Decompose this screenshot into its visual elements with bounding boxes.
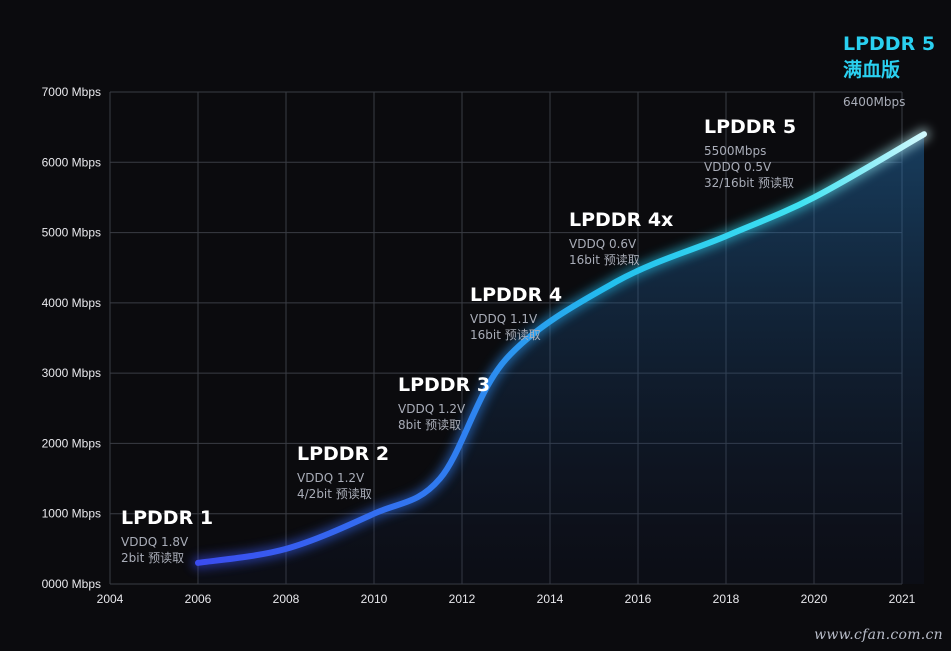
annotation-detail: VDDQ 0.5V <box>704 160 772 174</box>
y-tick-label: 0000 Mbps <box>42 577 101 591</box>
annotation-detail: 4/2bit 预读取 <box>297 487 372 501</box>
y-tick-label: 2000 Mbps <box>42 436 101 450</box>
annotation-title: LPDDR 5 <box>843 33 935 55</box>
annotation-title: LPDDR 2 <box>297 443 389 465</box>
annotation-title: LPDDR 1 <box>121 507 213 529</box>
y-tick-label: 5000 Mbps <box>42 226 101 240</box>
x-tick-label: 2020 <box>801 592 828 606</box>
area-fill <box>198 134 924 584</box>
annotation-detail: 8bit 预读取 <box>398 418 461 432</box>
annotation-lpddr-2: LPDDR 2 VDDQ 1.2V 4/2bit 预读取 <box>297 443 389 501</box>
x-tick-label: 2016 <box>625 592 652 606</box>
x-tick-label: 2014 <box>537 592 564 606</box>
annotation-detail: VDDQ 0.6V <box>569 237 637 251</box>
x-tick-label: 2004 <box>97 592 124 606</box>
annotation-detail: 5500Mbps <box>704 144 766 158</box>
annotation-lpddr-1: LPDDR 1 VDDQ 1.8V 2bit 预读取 <box>121 507 213 565</box>
x-tick-label: 2012 <box>449 592 476 606</box>
annotation-detail: VDDQ 1.2V <box>297 471 365 485</box>
x-tick-label: 2008 <box>273 592 300 606</box>
annotation-subtitle: 满血版 <box>843 58 900 81</box>
annotation-detail: VDDQ 1.1V <box>470 312 538 326</box>
annotation-title: LPDDR 3 <box>398 374 490 396</box>
x-tick-label: 2010 <box>361 592 388 606</box>
y-axis-labels: 0000 Mbps 1000 Mbps 2000 Mbps 3000 Mbps 4000… <box>42 85 101 591</box>
annotation-lpddr-3: LPDDR 3 VDDQ 1.2V 8bit 预读取 <box>398 374 490 432</box>
annotation-lpddr-5: LPDDR 5 5500Mbps VDDQ 0.5V 32/16bit 预读取 <box>704 116 796 190</box>
annotation-detail: 16bit 预读取 <box>569 253 640 267</box>
annotation-detail: 16bit 预读取 <box>470 328 541 342</box>
annotation-title: LPDDR 4 <box>470 284 562 306</box>
y-tick-label: 1000 Mbps <box>42 507 101 521</box>
annotation-detail: 2bit 预读取 <box>121 551 184 565</box>
annotation-detail: 32/16bit 预读取 <box>704 176 794 190</box>
generation-annotations: LPDDR 1 VDDQ 1.8V 2bit 预读取 LPDDR 2 VDDQ 1.2V… <box>121 33 935 565</box>
x-tick-label: 2021 <box>889 592 916 606</box>
annotation-lpddr-4: LPDDR 4 VDDQ 1.1V 16bit 预读取 <box>470 284 562 342</box>
annotation-title: LPDDR 4x <box>569 209 673 231</box>
x-tick-label: 2018 <box>713 592 740 606</box>
annotation-lpddr-4x: LPDDR 4x VDDQ 0.6V 16bit 预读取 <box>569 209 673 267</box>
y-tick-label: 4000 Mbps <box>42 296 101 310</box>
series-line <box>195 131 927 566</box>
annotation-detail: VDDQ 1.2V <box>398 402 466 416</box>
annotation-lpddr-5-full: LPDDR 5 满血版 6400Mbps <box>843 33 935 109</box>
y-tick-label: 3000 Mbps <box>42 366 101 380</box>
annotation-title: LPDDR 5 <box>704 116 796 138</box>
annotation-detail: VDDQ 1.8V <box>121 535 189 549</box>
annotation-detail: 6400Mbps <box>843 95 905 109</box>
watermark: www.cfan.com.cn <box>814 627 943 643</box>
y-tick-label: 6000 Mbps <box>42 155 101 169</box>
y-tick-label: 7000 Mbps <box>42 85 101 99</box>
x-tick-label: 2006 <box>185 592 212 606</box>
x-axis-labels: 2004 2006 2008 2010 2012 2014 2016 2018 2020 2021 <box>97 592 916 606</box>
